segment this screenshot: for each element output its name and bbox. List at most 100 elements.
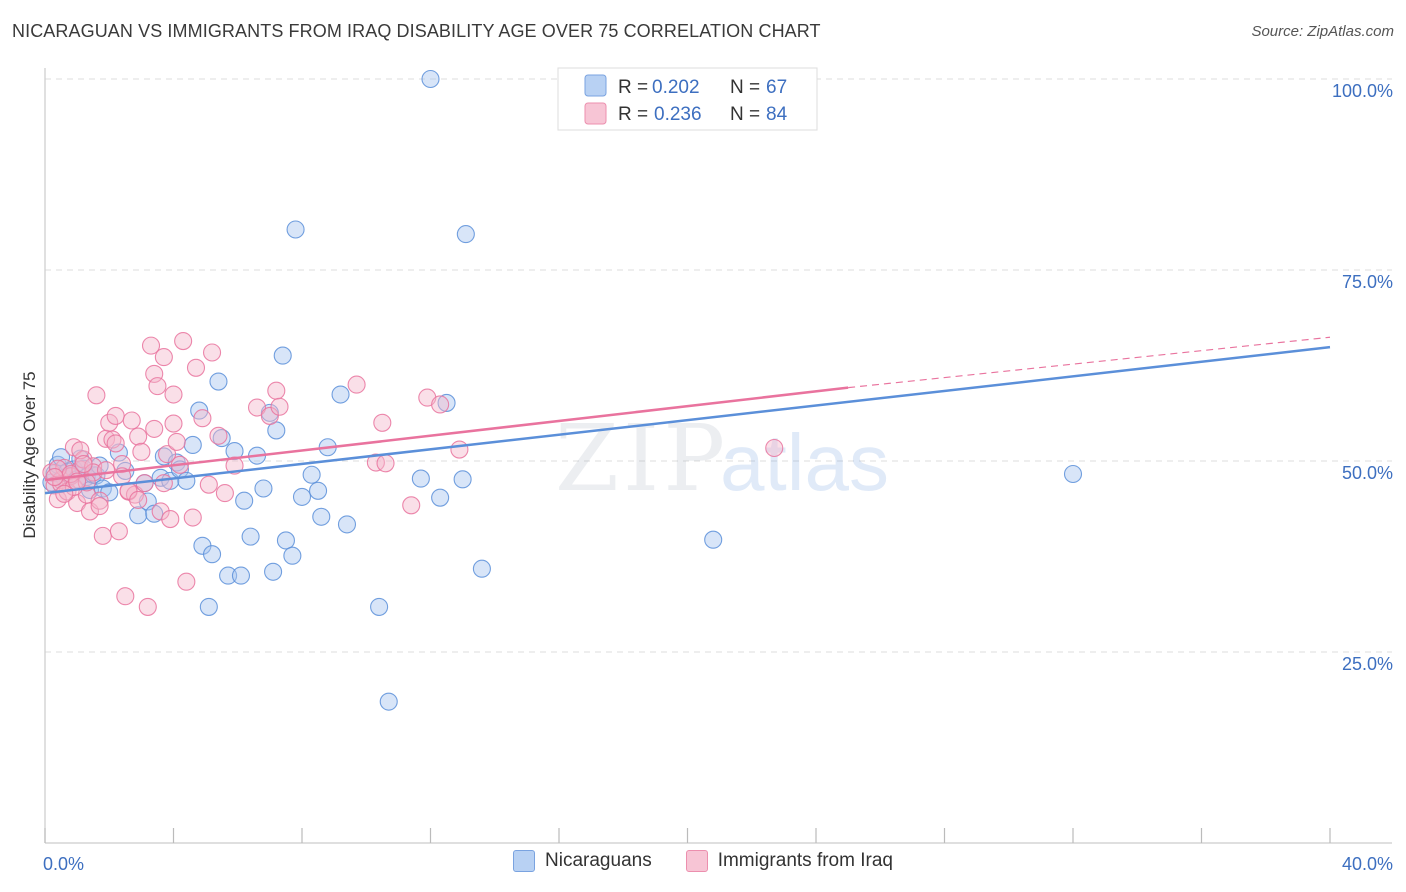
y-tick-labels: 25.0% 50.0% 75.0% 100.0% bbox=[1332, 81, 1393, 674]
iraq-trend-line bbox=[44, 386, 849, 482]
nicaraguans-point bbox=[129, 506, 148, 525]
iraq-point bbox=[247, 398, 267, 417]
legend-item-nicaraguans[interactable]: Nicaraguans bbox=[513, 850, 652, 872]
nicaraguans-point bbox=[199, 597, 218, 616]
x-tick-label: 0.0% bbox=[43, 854, 84, 874]
nicaraguans-point bbox=[241, 527, 260, 546]
nicaraguans-point bbox=[286, 220, 305, 239]
iraq-point bbox=[376, 454, 395, 473]
iraq-point bbox=[106, 406, 125, 425]
nicaraguans-point bbox=[453, 470, 472, 489]
iraq-point bbox=[177, 572, 196, 591]
legend-n-label: N = bbox=[730, 104, 760, 125]
legend-swatch-iraq bbox=[584, 102, 607, 125]
iraq-point bbox=[154, 474, 173, 493]
iraq-point bbox=[129, 427, 148, 446]
iraq-trend-extension bbox=[848, 336, 1331, 389]
iraq-point bbox=[402, 496, 421, 515]
iraq-point bbox=[74, 455, 93, 474]
iraq-point bbox=[87, 386, 106, 405]
legend-r-value: 0.202 bbox=[652, 77, 700, 98]
iraq-point bbox=[203, 343, 222, 362]
iraq-point bbox=[122, 411, 141, 430]
iraq-point bbox=[154, 348, 173, 367]
nicaraguans-point bbox=[264, 562, 283, 581]
legend-n-value: 84 bbox=[766, 104, 788, 125]
legend-r-label: R = bbox=[618, 104, 648, 125]
iraq-point bbox=[431, 395, 450, 414]
iraq-point bbox=[55, 484, 74, 503]
nicaraguans-point bbox=[331, 385, 350, 404]
iraq-point bbox=[45, 467, 64, 487]
iraq-point bbox=[186, 358, 206, 377]
iraq-point bbox=[151, 502, 170, 521]
iraq-point bbox=[161, 510, 180, 529]
iraq-point bbox=[193, 409, 212, 428]
nicaraguans-point bbox=[219, 566, 238, 585]
legend-r-value: 0.236 bbox=[654, 104, 702, 125]
legend-swatch-nicaraguans bbox=[513, 850, 536, 872]
iraq-point bbox=[366, 453, 385, 472]
nicaraguans-point bbox=[370, 597, 389, 616]
iraq-point bbox=[141, 336, 161, 355]
legend-r-label: R = bbox=[618, 77, 648, 98]
nicaraguans-trend-line bbox=[44, 345, 1331, 495]
nicaraguans-point bbox=[212, 429, 231, 448]
nicaraguans-point bbox=[225, 442, 244, 461]
nicaraguans-point bbox=[379, 692, 398, 711]
y-tick-label: 25.0% bbox=[1342, 654, 1393, 674]
iraq-point bbox=[450, 440, 469, 459]
iraq-point bbox=[215, 484, 234, 503]
correlation-legend: R = 0.202 N = 67 R = 0.236 N = 84 bbox=[557, 67, 818, 131]
iraq-point bbox=[267, 381, 286, 400]
nicaraguans-point bbox=[177, 471, 196, 490]
iraq-point bbox=[145, 419, 164, 438]
iraq-point bbox=[183, 508, 202, 527]
iraq-point bbox=[96, 461, 116, 480]
y-tick-label: 100.0% bbox=[1332, 81, 1393, 101]
legend-n-label: N = bbox=[730, 77, 760, 98]
nicaraguans-point bbox=[273, 346, 292, 365]
legend-n-value: 67 bbox=[766, 77, 787, 98]
iraq-point bbox=[347, 375, 366, 394]
iraq-point bbox=[167, 432, 186, 451]
y-tick-label: 75.0% bbox=[1342, 272, 1393, 292]
watermark: ZIP atlas bbox=[555, 405, 889, 512]
iraq-point bbox=[164, 385, 183, 404]
nicaraguans-point bbox=[283, 546, 302, 565]
nicaraguans-point bbox=[209, 372, 228, 391]
iraq-point bbox=[90, 491, 109, 510]
legend-swatch-iraq bbox=[685, 850, 708, 872]
watermark-zip: ZIP bbox=[555, 405, 729, 512]
x-tick-label: 40.0% bbox=[1342, 854, 1393, 874]
nicaraguans-point bbox=[231, 566, 251, 585]
iraq-point bbox=[765, 438, 784, 458]
iraq-point bbox=[132, 442, 151, 461]
nicaraguans-point bbox=[472, 559, 491, 578]
y-tick-label: 50.0% bbox=[1342, 463, 1393, 483]
iraq-point bbox=[109, 522, 128, 541]
series-legend: Nicaraguans Immigrants from Iraq bbox=[0, 850, 1406, 872]
nicaraguans-point bbox=[456, 225, 475, 244]
iraq-point bbox=[260, 406, 279, 425]
nicaraguans-point bbox=[437, 393, 456, 412]
legend-swatch-nicaraguans bbox=[584, 74, 607, 97]
nicaraguans-point bbox=[292, 487, 312, 506]
legend-item-iraq[interactable]: Immigrants from Iraq bbox=[685, 850, 893, 872]
nicaraguans-point bbox=[312, 507, 331, 526]
iraq-point bbox=[164, 414, 183, 433]
nicaraguans-point bbox=[276, 531, 295, 550]
iraq-point bbox=[174, 332, 193, 351]
iraq-point bbox=[138, 597, 157, 616]
iraq-point bbox=[373, 413, 392, 432]
iraq-point bbox=[129, 490, 148, 510]
nicaraguans-point bbox=[337, 515, 357, 534]
nicaraguans-point bbox=[235, 491, 254, 510]
source-credit: Source: ZipAtlas.com bbox=[1251, 23, 1394, 40]
nicaraguans-point bbox=[431, 488, 450, 507]
iraq-point bbox=[148, 377, 167, 396]
iraq-point bbox=[90, 497, 109, 516]
iraq-point bbox=[199, 475, 218, 494]
legend-label-nicaraguans: Nicaraguans bbox=[545, 850, 652, 871]
